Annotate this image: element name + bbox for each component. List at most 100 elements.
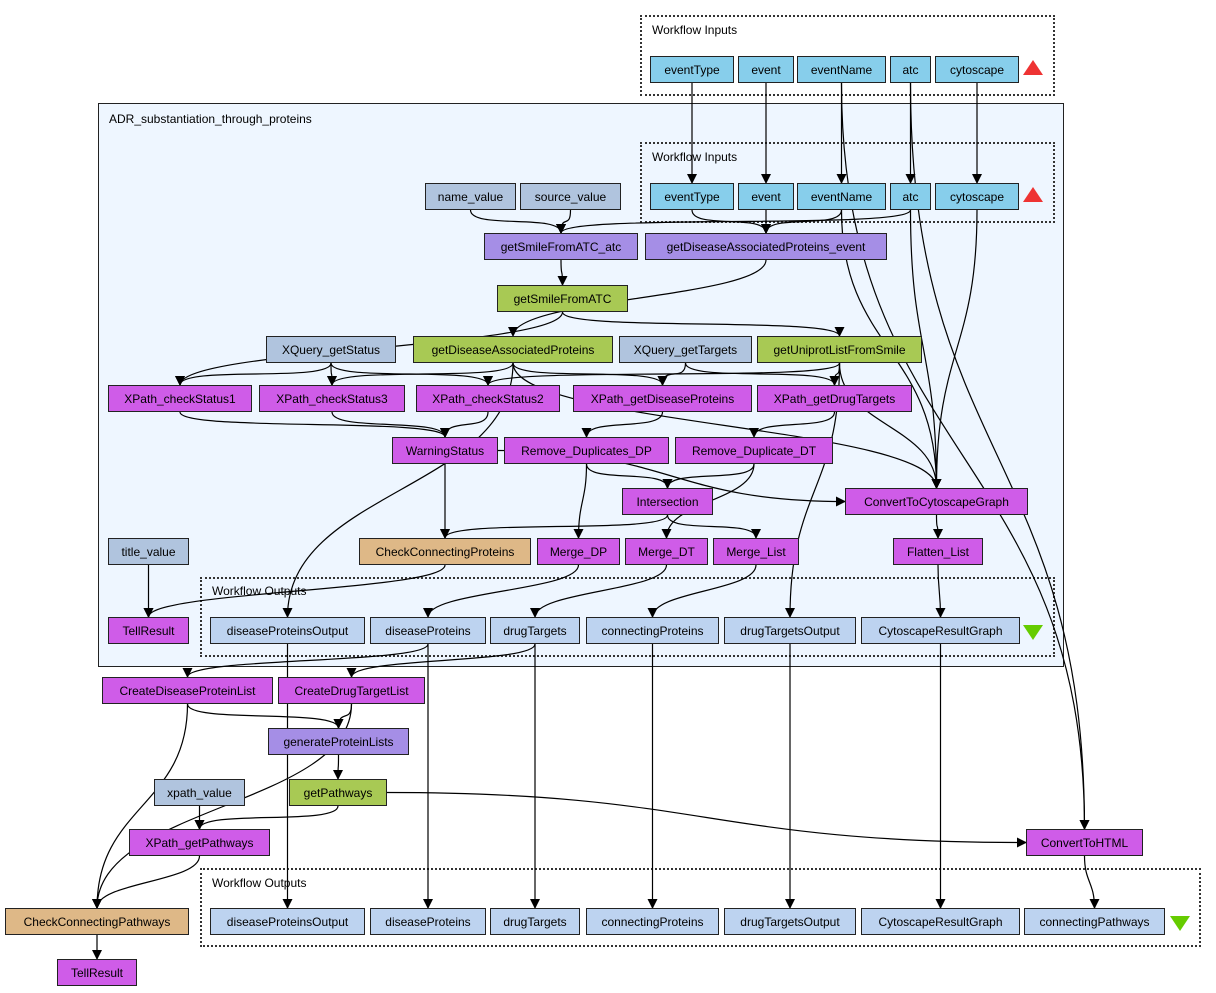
group-label: Workflow Inputs [652, 23, 738, 37]
node-cdpl[interactable]: CreateDiseaseProteinList [102, 677, 273, 704]
node-tell1[interactable]: TellResult [108, 617, 189, 644]
node-io-dt[interactable]: drugTargets [490, 617, 580, 644]
node-gpl[interactable]: generateProteinLists [268, 728, 409, 755]
node-o-dp[interactable]: diseaseProteins [370, 908, 486, 935]
node-i-atc[interactable]: atc [890, 183, 931, 210]
outputs-marker-icon [1023, 625, 1043, 640]
node-io-cp[interactable]: connectingProteins [586, 617, 719, 644]
edge-gsfa_atc-to-gsfa [557, 259, 568, 286]
node-i-event[interactable]: event [738, 183, 794, 210]
inputs-marker-icon [1023, 187, 1043, 202]
edge-fl-to-io_crg [935, 564, 946, 618]
node-name-value[interactable]: name_value [425, 183, 516, 210]
node-i-eventName[interactable]: eventName [797, 183, 886, 210]
node-source-value[interactable]: source_value [520, 183, 621, 210]
node-o-dpo[interactable]: diseaseProteinsOutput [210, 908, 365, 935]
edge-cdpl-to-gpl [186, 703, 344, 729]
node-warn[interactable]: WarningStatus [392, 437, 498, 464]
inputs-marker-icon [1023, 60, 1043, 75]
edge-ml-to-io_cp [647, 564, 757, 618]
node-o-crg[interactable]: CytoscapeResultGraph [861, 908, 1020, 935]
edge-cdpl-to-ccpw [92, 703, 189, 909]
edge-mdp-to-io_dp [423, 564, 580, 618]
inner-workflow-inputs-group: Workflow Inputs [640, 142, 1055, 223]
node-tell2[interactable]: TellResult [57, 959, 137, 986]
node-io-dp[interactable]: diseaseProteins [370, 617, 486, 644]
edge-inter-to-ccp [440, 514, 669, 539]
node-gsfa-atc[interactable]: getSmileFromATC_atc [484, 233, 638, 260]
edge-gdap-to-xgdp [512, 362, 668, 386]
node-mdp[interactable]: Merge_DP [537, 538, 620, 565]
node-xq-status[interactable]: XQuery_getStatus [266, 336, 396, 363]
edge-guls-to-ctcg [838, 362, 942, 489]
edge-io_dp-to-cdpl [182, 643, 429, 678]
node-ml[interactable]: Merge_List [713, 538, 799, 565]
node-gsfa[interactable]: getSmileFromATC [497, 285, 628, 312]
node-o-cp[interactable]: connectingProteins [586, 908, 719, 935]
workflow-inputs-group: Workflow Inputs [640, 15, 1055, 96]
node-cs1[interactable]: XPath_checkStatus1 [108, 385, 252, 412]
node-title-value[interactable]: title_value [108, 538, 189, 565]
node-cth[interactable]: ConvertToHTML [1026, 829, 1143, 856]
node-gdap[interactable]: getDiseaseAssociatedProteins [413, 336, 613, 363]
node-inter[interactable]: Intersection [622, 488, 713, 515]
edge-xgp-to-ccpw [92, 855, 201, 909]
edge-ctcg-to-fl [932, 514, 943, 539]
edge-rddt-to-inter [662, 463, 755, 489]
node-o-cpw[interactable]: connectingPathways [1024, 908, 1165, 935]
node-xgdt[interactable]: XPath_getDrugTargets [757, 385, 912, 412]
edge-rddp-to-mdp [573, 463, 588, 539]
edge-xq_status-to-cs3 [326, 362, 337, 386]
node-t-eventType[interactable]: eventType [650, 56, 734, 83]
node-xpath-value[interactable]: xpath_value [154, 779, 245, 806]
edge-i_eventName-to-gdap_event [761, 209, 843, 234]
node-o-dt[interactable]: drugTargets [490, 908, 580, 935]
outputs-marker-icon [1170, 916, 1190, 931]
node-mdt[interactable]: Merge_DT [625, 538, 708, 565]
node-gdap-event[interactable]: getDiseaseAssociatedProteins_event [645, 233, 887, 260]
node-fl[interactable]: Flatten_List [893, 538, 983, 565]
edge-rddp-to-inter [585, 463, 673, 489]
node-cdtl[interactable]: CreateDrugTargetList [278, 677, 425, 704]
node-io-dpo[interactable]: diseaseProteinsOutput [210, 617, 365, 644]
edge-cs1-to-warn [179, 411, 450, 438]
edge-xgdp-to-rddp [581, 411, 664, 438]
node-t-event[interactable]: event [738, 56, 794, 83]
node-gp[interactable]: getPathways [289, 779, 387, 806]
node-cs3[interactable]: XPath_checkStatus3 [259, 385, 405, 412]
node-ccpw[interactable]: CheckConnectingPathways [5, 908, 189, 935]
group-label: Workflow Inputs [652, 150, 738, 164]
node-t-cytoscape[interactable]: cytoscape [935, 56, 1019, 83]
node-ctcg[interactable]: ConvertToCytoscapeGraph [845, 488, 1028, 515]
edge-cdtl-to-gpl [333, 703, 353, 729]
edge-cs3-to-warn [331, 411, 450, 438]
edge-xq_targets-to-xgdt [684, 362, 840, 386]
edge-ccp-to-tell1 [143, 564, 446, 618]
node-xgdp[interactable]: XPath_getDiseaseProteins [573, 385, 752, 412]
node-ccp[interactable]: CheckConnectingProteins [359, 538, 531, 565]
edge-t_atc-to-cth [909, 82, 1090, 830]
edge-gpl-to-gp [333, 754, 344, 780]
node-t-atc[interactable]: atc [890, 56, 931, 83]
edge-gp-to-xgp [194, 805, 339, 830]
node-t-eventName[interactable]: eventName [797, 56, 886, 83]
edge-cth-to-o_cpw [1083, 855, 1100, 909]
node-rddt[interactable]: Remove_Duplicate_DT [675, 437, 833, 464]
node-io-dto[interactable]: drugTargetsOutput [724, 617, 856, 644]
edge-gdap_event-to-gdap [508, 259, 767, 337]
node-i-eventType[interactable]: eventType [650, 183, 734, 210]
node-io-crg[interactable]: CytoscapeResultGraph [861, 617, 1020, 644]
edge-io_dt-to-cdtl [346, 643, 536, 678]
edge-gdap-to-ctcg [512, 362, 942, 489]
node-xgp[interactable]: XPath_getPathways [129, 829, 270, 856]
inner-workflow-outputs-group: Workflow Outputs [200, 577, 1055, 657]
node-i-cytoscape[interactable]: cytoscape [935, 183, 1019, 210]
node-guls[interactable]: getUniprotListFromSmile [757, 336, 922, 363]
edge-guls-to-cs2 [483, 362, 841, 386]
edge-gdap-to-cs3 [327, 362, 514, 386]
node-rddp[interactable]: Remove_Duplicates_DP [504, 437, 669, 464]
edge-gp-to-cth [386, 791, 1027, 848]
node-cs2[interactable]: XPath_checkStatus2 [416, 385, 560, 412]
node-o-dto[interactable]: drugTargetsOutput [724, 908, 856, 935]
node-xq-targets[interactable]: XQuery_getTargets [619, 336, 752, 363]
